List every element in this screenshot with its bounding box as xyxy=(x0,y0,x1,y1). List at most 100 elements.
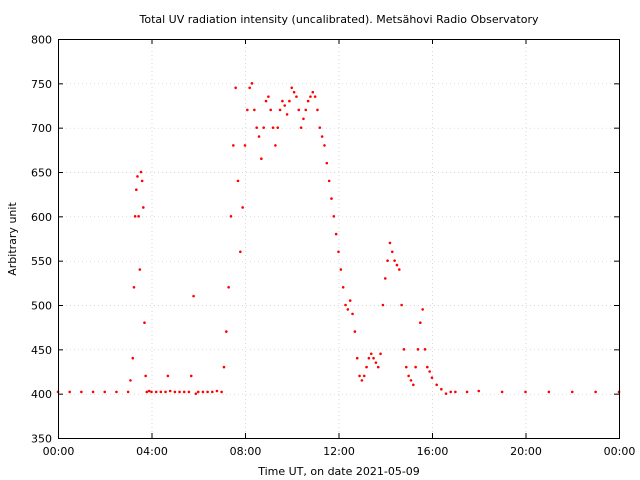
x-tick-label: 20:00 xyxy=(510,445,542,458)
data-point xyxy=(304,108,308,112)
data-point xyxy=(126,390,130,394)
data-point xyxy=(400,303,403,307)
data-point xyxy=(137,215,140,218)
data-point xyxy=(241,206,244,209)
data-point xyxy=(144,374,147,378)
data-point xyxy=(414,365,417,369)
axis-ticks: 00:00 04:00 08:00 12:00 16:00 20:00 00:0035040… xyxy=(31,34,635,459)
data-point xyxy=(159,390,163,394)
data-point xyxy=(341,285,345,289)
x-tick-label: 00:00 xyxy=(604,445,636,458)
data-point xyxy=(225,330,228,333)
data-point xyxy=(428,370,431,373)
x-tick-label: 12:00 xyxy=(323,445,355,458)
data-point xyxy=(360,379,364,382)
data-point xyxy=(283,104,287,107)
data-point xyxy=(316,108,319,112)
data-point xyxy=(348,299,352,302)
y-tick-label: 350 xyxy=(31,433,52,446)
data-point xyxy=(323,144,326,147)
data-point xyxy=(210,390,214,394)
data-point xyxy=(454,390,457,394)
data-point xyxy=(68,390,71,394)
data-point xyxy=(220,390,223,394)
grid xyxy=(58,39,619,438)
data-point xyxy=(164,390,167,394)
data-point xyxy=(330,197,333,200)
data-point xyxy=(206,390,209,394)
data-point xyxy=(430,376,434,380)
data-point xyxy=(423,348,427,351)
data-point xyxy=(426,365,429,369)
data-point xyxy=(351,312,354,316)
data-point xyxy=(236,179,240,183)
data-point xyxy=(332,215,336,218)
data-point xyxy=(267,95,270,98)
y-tick-label: 650 xyxy=(31,167,52,180)
data-point xyxy=(253,108,256,112)
data-point xyxy=(187,390,191,394)
y-tick-label: 500 xyxy=(31,300,52,313)
data-point xyxy=(421,308,424,311)
data-point xyxy=(136,175,139,178)
data-point xyxy=(435,383,438,387)
data-point xyxy=(154,390,158,394)
data-point xyxy=(292,90,296,94)
data-point xyxy=(255,126,258,129)
data-point xyxy=(276,126,280,129)
data-point xyxy=(477,389,481,393)
data-point xyxy=(395,263,399,267)
data-point xyxy=(346,308,350,311)
data-point xyxy=(325,161,329,165)
data-point xyxy=(295,95,298,98)
data-point xyxy=(311,90,315,94)
data-point xyxy=(290,86,294,90)
data-point xyxy=(353,330,357,333)
y-tick-label: 800 xyxy=(31,34,52,47)
data-point xyxy=(269,108,273,112)
data-point xyxy=(318,126,322,129)
data-point xyxy=(243,144,247,147)
data-point xyxy=(166,374,170,378)
data-point xyxy=(524,390,527,394)
data-point xyxy=(133,215,137,218)
data-point xyxy=(365,365,368,369)
data-point xyxy=(196,390,200,394)
data-point xyxy=(419,321,422,325)
data-point xyxy=(383,277,387,280)
data-point xyxy=(444,392,448,395)
data-point xyxy=(278,108,282,112)
data-point xyxy=(135,188,138,192)
data-point xyxy=(168,389,172,393)
x-tick-label: 16:00 xyxy=(417,445,449,458)
data-point xyxy=(369,352,373,356)
data-point xyxy=(264,99,268,103)
data-point xyxy=(440,387,443,391)
data-point xyxy=(594,390,597,394)
data-point xyxy=(299,126,303,129)
data-point xyxy=(250,82,254,85)
data-point xyxy=(239,250,242,254)
data-point xyxy=(547,390,551,394)
data-point xyxy=(386,259,389,262)
data-point xyxy=(260,157,263,160)
data-point xyxy=(274,144,277,147)
chart-title: Total UV radiation intensity (uncalibrat… xyxy=(139,13,539,26)
data-point xyxy=(465,390,469,394)
y-tick-label: 450 xyxy=(31,344,52,357)
data-point xyxy=(362,374,366,378)
x-axis-label: Time UT, on date 2021-05-09 xyxy=(257,465,420,478)
data-point xyxy=(337,250,340,254)
x-tick-label: 04:00 xyxy=(136,445,168,458)
data-point xyxy=(570,390,574,394)
data-point xyxy=(262,126,266,129)
data-point xyxy=(309,95,312,98)
data-point xyxy=(412,383,415,387)
data-point xyxy=(449,390,453,394)
data-point xyxy=(140,179,144,183)
data-point xyxy=(229,215,233,218)
data-point xyxy=(388,241,392,245)
data-point xyxy=(246,108,249,112)
data-point xyxy=(374,361,378,364)
